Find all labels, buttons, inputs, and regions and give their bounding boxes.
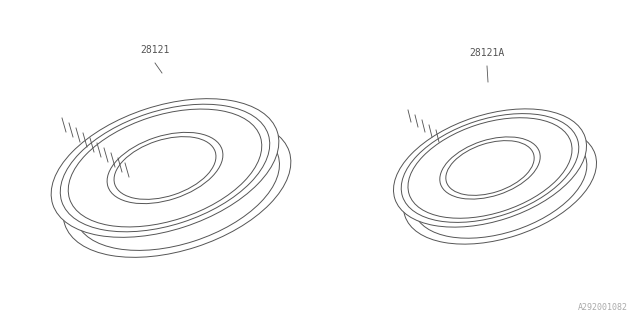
Text: A292001082: A292001082	[578, 303, 628, 312]
Ellipse shape	[51, 99, 279, 237]
Ellipse shape	[394, 109, 586, 227]
Ellipse shape	[441, 138, 540, 198]
Text: 28121A: 28121A	[469, 48, 504, 58]
Ellipse shape	[108, 133, 221, 203]
Text: 28121: 28121	[140, 45, 170, 55]
